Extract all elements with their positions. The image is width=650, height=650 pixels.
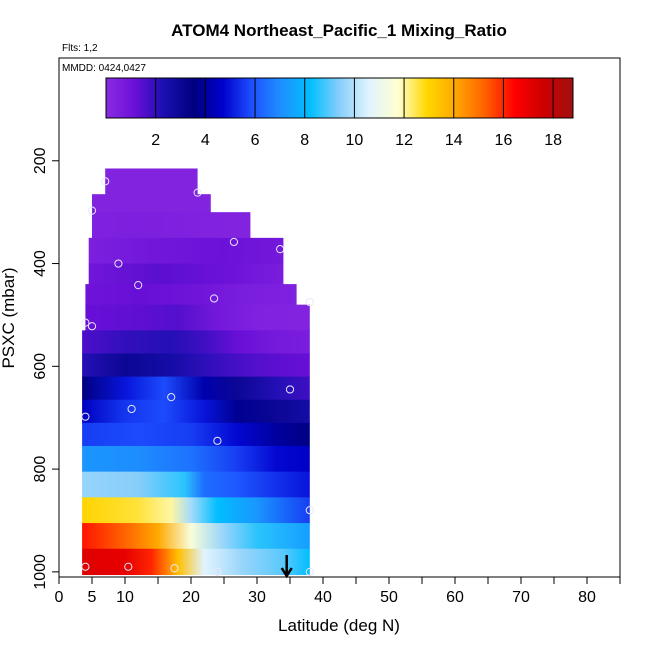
sample-point <box>305 506 314 515</box>
heatmap-band <box>92 212 251 239</box>
colorbar-ramp <box>105 77 574 119</box>
y-tick-label: 400 <box>32 250 49 277</box>
plot-frame <box>58 57 621 578</box>
heatmap-band <box>82 445 310 473</box>
heatmap-band <box>88 263 284 285</box>
x-tick-label: 30 <box>248 589 266 606</box>
sample-point <box>134 281 143 290</box>
sample-point <box>87 206 97 215</box>
x-tick-label: 0 <box>55 589 64 606</box>
sample-point <box>127 404 136 414</box>
sample-point <box>213 436 222 445</box>
heatmap-band <box>82 399 310 424</box>
chart-title: ATOM4 Northeast_Pacific_1 Mixing_Ratio <box>171 21 507 40</box>
y-tick-label: 600 <box>32 353 49 380</box>
heatmap-band <box>105 168 198 195</box>
sample-point <box>305 297 314 307</box>
colorbar-tick-label: 2 <box>151 132 160 149</box>
x-axis: 0 5 10 20 30 40 50 60 70 80 <box>55 577 621 606</box>
heatmap-band <box>82 523 310 550</box>
sample-point <box>229 237 238 247</box>
sample-points-layer <box>81 177 314 576</box>
sample-point <box>276 245 285 254</box>
heatmap-band <box>82 353 310 378</box>
x-tick-label: 40 <box>314 589 332 606</box>
heatmap-layer <box>82 168 310 576</box>
colorbar-tick-label: 18 <box>544 132 562 149</box>
dates-label: MMDD: 0424,0427 <box>62 63 146 74</box>
sample-point <box>285 385 295 394</box>
x-tick-label: 20 <box>182 589 200 606</box>
colorbar-tick-label: 16 <box>495 132 513 149</box>
colorbar-tick-label: 14 <box>445 132 463 149</box>
sample-point <box>170 564 179 573</box>
sample-point <box>81 412 90 421</box>
y-tick-label: 1000 <box>32 554 49 590</box>
heatmap-band <box>88 237 284 265</box>
colorbar-tick-label: 4 <box>201 132 210 149</box>
sample-point <box>213 567 222 576</box>
x-tick-label: 60 <box>446 589 464 606</box>
sample-point <box>305 567 314 576</box>
x-tick-label: 10 <box>116 589 134 606</box>
x-tick-label: 70 <box>512 589 530 606</box>
y-axis-label: PSXC (mbar) <box>0 267 18 368</box>
arrow-head <box>280 567 293 579</box>
sample-point <box>101 177 110 186</box>
flights-label: Flts: 1,2 <box>62 43 98 54</box>
sample-point <box>167 393 176 402</box>
sample-point <box>87 322 97 331</box>
colorbar-tick-label: 10 <box>346 132 364 149</box>
heatmap-band <box>85 284 297 306</box>
x-tick-label: 5 <box>88 589 97 606</box>
heatmap-band <box>82 422 310 447</box>
y-axis: 200 400 600 800 1000 <box>32 147 59 590</box>
y-tick-label: 200 <box>32 147 49 174</box>
colorbar-tick-label: 8 <box>300 132 309 149</box>
x-tick-label: 80 <box>578 589 596 606</box>
latitude-marker-arrow <box>280 555 293 579</box>
colorbar-tick-label: 12 <box>395 132 413 149</box>
colorbar-tick-label: 6 <box>251 132 260 149</box>
sample-point <box>81 562 90 571</box>
x-axis-label: Latitude (deg N) <box>278 616 400 635</box>
heatmap-band <box>82 471 310 498</box>
heatmap-band <box>82 548 310 576</box>
heatmap-band <box>82 330 310 355</box>
sample-point <box>193 188 202 197</box>
sample-point <box>81 318 90 327</box>
heatmap-band <box>85 304 310 331</box>
sample-point <box>124 562 133 571</box>
y-tick-label: 800 <box>32 456 49 483</box>
sample-point <box>210 294 219 303</box>
heatmap-band <box>82 376 310 401</box>
x-tick-label: 50 <box>380 589 398 606</box>
sample-point <box>114 259 123 268</box>
colorbar: 2 4 6 8 10 12 14 16 18 <box>105 77 574 149</box>
heatmap-band <box>92 194 211 213</box>
heatmap-band <box>82 497 310 524</box>
